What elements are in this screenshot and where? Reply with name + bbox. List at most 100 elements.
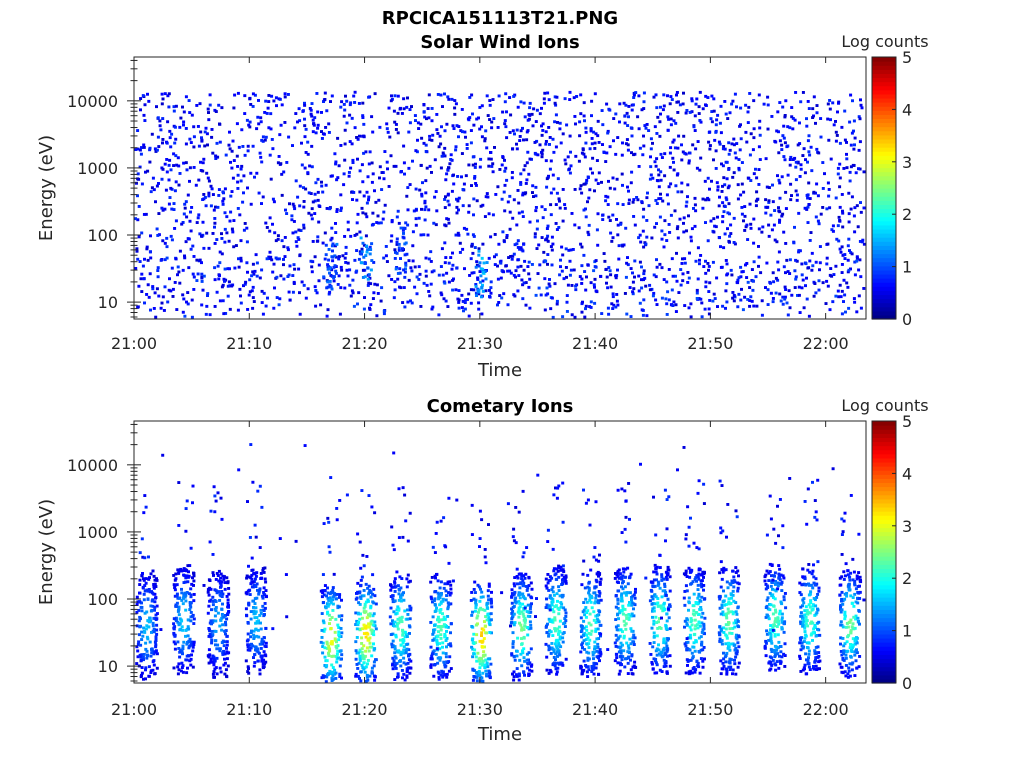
- heatmap-cell: [686, 195, 689, 199]
- heatmap-cell: [447, 97, 451, 101]
- heatmap-cell: [150, 651, 154, 655]
- heatmap-cell: [220, 232, 223, 236]
- heatmap-cell: [396, 277, 400, 281]
- heatmap-cell: [443, 673, 447, 677]
- heatmap-cell: [477, 301, 481, 305]
- heatmap-cell: [518, 593, 522, 596]
- heatmap-cell: [662, 93, 666, 97]
- heatmap-cell: [527, 672, 531, 676]
- heatmap-cell: [293, 267, 297, 271]
- heatmap-cell: [858, 258, 862, 262]
- heatmap-cell: [445, 675, 449, 679]
- heatmap-cell: [419, 233, 423, 237]
- heatmap-cell: [372, 633, 376, 637]
- heatmap-cell: [616, 136, 620, 139]
- heatmap-cell: [510, 653, 514, 657]
- heatmap-cell: [425, 166, 429, 170]
- heatmap-cell: [223, 240, 227, 244]
- heatmap-cell: [580, 191, 584, 195]
- heatmap-cell: [247, 601, 251, 605]
- heatmap-cell: [497, 242, 501, 246]
- heatmap-cell: [525, 546, 529, 549]
- heatmap-cell: [320, 629, 324, 632]
- heatmap-cell: [521, 649, 524, 653]
- heatmap-cell: [180, 599, 184, 602]
- heatmap-cell: [557, 641, 561, 645]
- heatmap-cell: [443, 261, 447, 265]
- heatmap-cell: [221, 190, 225, 194]
- heatmap-cell: [140, 601, 143, 605]
- heatmap-cell: [673, 209, 677, 213]
- heatmap-cell: [212, 658, 216, 662]
- heatmap-cell: [346, 261, 350, 265]
- heatmap-cell: [393, 620, 397, 624]
- heatmap-cell: [798, 121, 801, 125]
- heatmap-cell: [559, 258, 562, 262]
- heatmap-cell: [398, 616, 402, 620]
- heatmap-cell: [524, 303, 528, 307]
- heatmap-cell: [271, 197, 275, 201]
- heatmap-cell: [253, 269, 257, 273]
- heatmap-cell: [140, 290, 144, 293]
- heatmap-cell: [265, 226, 269, 229]
- heatmap-cell: [554, 145, 558, 149]
- heatmap-cell: [409, 266, 413, 270]
- heatmap-cell: [723, 147, 727, 151]
- heatmap-cell: [245, 118, 249, 122]
- heatmap-cell: [771, 297, 775, 300]
- heatmap-cell: [172, 631, 176, 635]
- heatmap-cell: [765, 261, 769, 265]
- heatmap-cell: [150, 608, 154, 612]
- heatmap-cell: [252, 629, 256, 633]
- heatmap-cell: [441, 645, 444, 649]
- heatmap-cell: [311, 260, 315, 264]
- heatmap-cell: [366, 277, 370, 281]
- heatmap-cell: [189, 611, 193, 614]
- heatmap-cell: [228, 219, 232, 223]
- heatmap-cell: [282, 277, 286, 281]
- heatmap-cell: [321, 573, 325, 576]
- heatmap-cell: [748, 92, 752, 95]
- heatmap-cell: [694, 259, 698, 263]
- heatmap-cell: [715, 181, 719, 185]
- heatmap-cell: [561, 253, 565, 257]
- heatmap-cell: [458, 251, 462, 254]
- heatmap-cell: [632, 287, 636, 291]
- x-tick-label: 21:00: [111, 334, 157, 353]
- heatmap-cell: [209, 587, 213, 591]
- heatmap-cell: [516, 636, 520, 640]
- heatmap-cell: [221, 623, 225, 627]
- heatmap-cell: [466, 298, 469, 301]
- heatmap-cell: [417, 265, 421, 269]
- heatmap-cell: [399, 643, 403, 647]
- heatmap-cell: [392, 659, 396, 663]
- heatmap-cell: [182, 593, 186, 597]
- heatmap-cell: [503, 100, 507, 104]
- heatmap-cell: [750, 268, 754, 271]
- heatmap-cell: [838, 219, 842, 222]
- heatmap-cell: [173, 586, 177, 590]
- heatmap-cell: [334, 272, 338, 275]
- heatmap-cell: [331, 595, 335, 599]
- heatmap-cell: [156, 234, 160, 237]
- heatmap-cell: [710, 120, 714, 124]
- heatmap-cell: [362, 657, 366, 661]
- heatmap-cell: [429, 657, 433, 661]
- heatmap-cell: [337, 633, 341, 637]
- heatmap-cell: [212, 675, 216, 679]
- heatmap-cell: [376, 292, 380, 295]
- heatmap-cell: [425, 283, 429, 287]
- heatmap-cell: [327, 248, 331, 251]
- heatmap-cell: [689, 315, 693, 319]
- heatmap-cell: [338, 614, 341, 618]
- heatmap-cell: [651, 141, 654, 145]
- heatmap-cell: [638, 260, 642, 264]
- heatmap-cell: [246, 643, 250, 647]
- heatmap-cell: [531, 184, 535, 188]
- heatmap-cell: [365, 673, 369, 677]
- heatmap-cell: [395, 251, 399, 255]
- heatmap-cell: [254, 645, 258, 649]
- heatmap-cell: [474, 601, 478, 605]
- heatmap-cell: [776, 110, 780, 114]
- heatmap-cell: [361, 276, 365, 279]
